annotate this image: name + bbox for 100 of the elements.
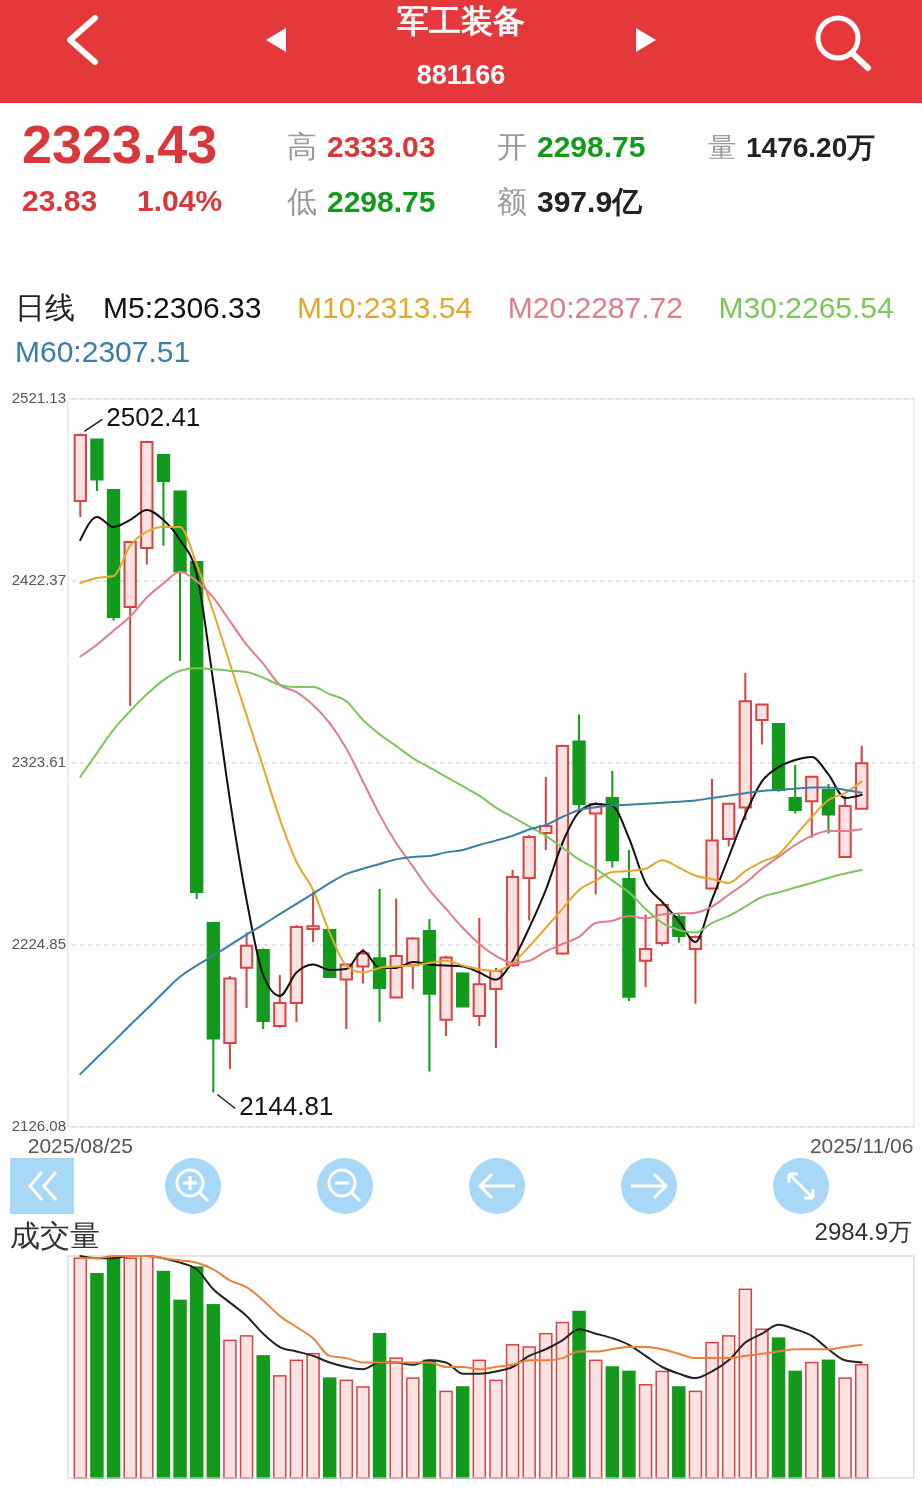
text: 23.83	[22, 184, 98, 217]
candlestick	[106, 488, 121, 622]
y-tick-label: 2224.85	[11, 934, 66, 952]
bar	[156, 1270, 171, 1479]
candlestick	[572, 713, 586, 812]
text: 开 2298.75	[497, 130, 646, 163]
annotation: 2502.41	[106, 402, 201, 433]
bar	[106, 1257, 121, 1479]
bar	[821, 1359, 836, 1479]
x-tick-label: 2025/08/25	[27, 1134, 133, 1157]
bar	[273, 1375, 287, 1479]
bar	[522, 1346, 536, 1479]
candlestick	[555, 743, 570, 956]
bar	[472, 1359, 487, 1479]
y-tick-label: 2521.13	[11, 388, 66, 406]
bar	[339, 1379, 354, 1479]
bar	[588, 1359, 603, 1479]
bar	[306, 1352, 320, 1479]
bar	[73, 1257, 88, 1479]
bar	[505, 1344, 520, 1479]
bar	[572, 1310, 586, 1479]
bar	[721, 1335, 736, 1479]
candlestick	[406, 936, 420, 990]
text: 高 2333.03	[287, 130, 436, 163]
chart-subtitle: 881166	[416, 60, 506, 90]
candlestick	[456, 971, 470, 1009]
text: M60:2307.51	[15, 335, 191, 368]
bar	[788, 1370, 802, 1479]
legend-title: 日线	[15, 291, 75, 324]
candlestick	[855, 744, 869, 810]
bar	[223, 1339, 237, 1479]
candlestick	[372, 888, 387, 1023]
candlestick	[389, 897, 403, 1000]
bar	[771, 1337, 786, 1479]
candlestick	[123, 540, 137, 707]
text: 额 397.9亿	[497, 185, 644, 218]
candlestick	[771, 722, 786, 793]
bar	[672, 1386, 686, 1479]
bar	[455, 1386, 470, 1479]
text: 低 2298.75	[287, 185, 436, 218]
chart-title: 成交量	[10, 1219, 100, 1252]
bar	[655, 1370, 669, 1479]
line-series	[79, 667, 863, 934]
bar	[422, 1359, 437, 1479]
candlestick	[622, 848, 636, 1002]
bar	[439, 1390, 453, 1479]
candlestick	[190, 560, 204, 901]
bar	[189, 1266, 204, 1479]
y-tick-label: 2126.08	[11, 1116, 66, 1134]
bar	[322, 1377, 337, 1479]
bar	[206, 1304, 221, 1479]
candlestick	[90, 437, 104, 493]
candlestick	[522, 834, 536, 922]
candlestick	[156, 453, 171, 547]
bar	[638, 1384, 653, 1479]
candlestick	[73, 432, 87, 518]
chart-title: 军工装备	[397, 3, 525, 39]
bar	[605, 1366, 620, 1479]
bar	[622, 1370, 636, 1479]
text: M5:2306.33	[103, 291, 262, 324]
bar	[239, 1335, 254, 1479]
candlestick	[306, 891, 320, 943]
text: M10:2313.54	[297, 291, 473, 324]
text: 2984.9万	[814, 1218, 912, 1245]
candlestick	[505, 868, 520, 968]
y-tick-label: 2323.61	[11, 752, 66, 770]
candlestick	[273, 973, 287, 1029]
candlestick	[173, 489, 187, 663]
bar	[555, 1321, 570, 1479]
text: M30:2265.54	[718, 291, 894, 324]
bar	[289, 1359, 304, 1479]
annotation: 2144.81	[239, 1091, 334, 1122]
bar	[854, 1364, 869, 1479]
bar	[838, 1377, 852, 1479]
candlestick	[356, 947, 370, 985]
bar	[406, 1377, 420, 1479]
candlestick	[755, 702, 769, 746]
bar	[90, 1273, 104, 1479]
candlestick	[422, 917, 437, 1073]
bar	[489, 1379, 503, 1479]
bar	[539, 1332, 553, 1479]
candlestick	[705, 778, 719, 891]
text: 量 1476.20万	[708, 132, 876, 163]
text: 2323.43	[22, 114, 218, 174]
bar	[755, 1328, 769, 1479]
bar	[738, 1288, 753, 1479]
x-tick-label: 2025/11/06	[809, 1134, 914, 1157]
bar	[123, 1257, 137, 1479]
candlestick	[223, 975, 237, 1070]
line-series	[79, 786, 863, 1076]
candlestick	[539, 776, 553, 851]
candlestick	[738, 671, 752, 821]
candlestick	[140, 439, 154, 566]
candlestick	[289, 924, 304, 1023]
bar	[256, 1355, 270, 1479]
bar	[688, 1390, 703, 1479]
bar	[140, 1255, 154, 1479]
candlestick	[256, 947, 270, 1030]
candlestick	[439, 954, 453, 1037]
candlestick	[805, 775, 819, 839]
